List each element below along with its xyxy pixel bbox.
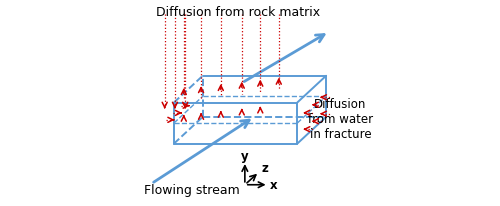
Text: x: x [270,178,278,191]
Text: y: y [241,149,249,162]
Text: Diffusion from rock matrix: Diffusion from rock matrix [156,6,320,19]
Text: Diffusion
from water
in fracture: Diffusion from water in fracture [308,98,373,141]
Text: z: z [262,162,268,174]
Text: Flowing stream: Flowing stream [144,184,240,197]
